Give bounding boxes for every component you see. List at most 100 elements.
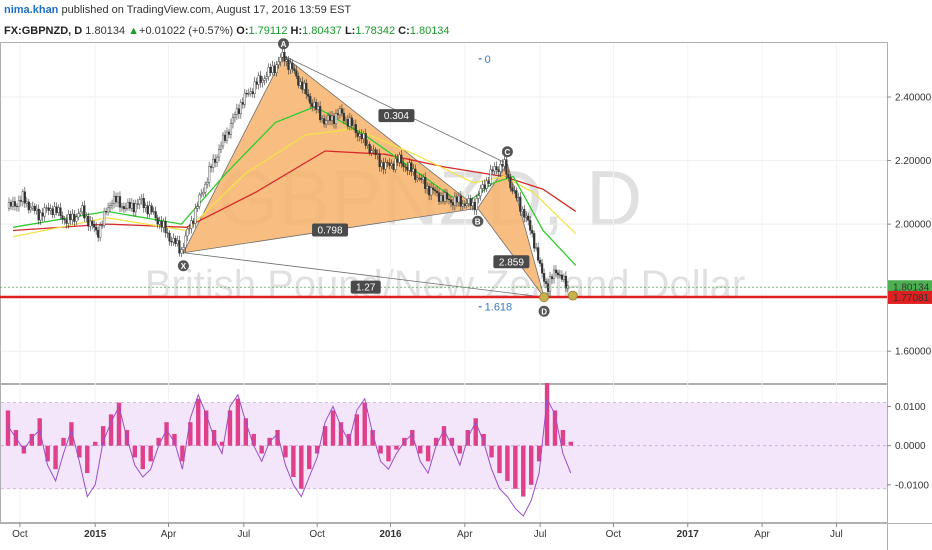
candle-body: [25, 201, 28, 204]
candle-body: [507, 174, 510, 178]
time-tick-label: Jul: [830, 529, 843, 540]
candle-body: [15, 205, 19, 207]
candle-body: [249, 91, 252, 94]
candle-body: [362, 133, 365, 140]
price-axis-ticks: 2.40000 2.20000 2.00000 1.60000: [887, 93, 932, 358]
publish-info: nima.khan published on TradingView.com, …: [4, 4, 351, 16]
candle-body: [271, 65, 274, 74]
candle-body: [75, 216, 78, 222]
time-tick-label: Oct: [12, 529, 28, 540]
candle-body: [309, 96, 312, 104]
candle-body: [511, 187, 514, 192]
candle-body: [390, 163, 393, 166]
oscillator-bar: [61, 437, 66, 446]
oscillator-bar: [497, 445, 502, 474]
oscillator-bar: [362, 402, 367, 446]
candle-body: [233, 114, 237, 118]
candle-body: [253, 81, 256, 95]
candle-body: [422, 177, 425, 180]
candle-body: [259, 75, 262, 83]
candle-body: [332, 115, 336, 124]
candle-body: [527, 215, 530, 221]
candle-body: [354, 124, 357, 134]
candle-body: [128, 201, 131, 209]
candle-body: [523, 209, 526, 218]
candle-body: [380, 162, 383, 167]
oscillator-bar: [100, 426, 106, 446]
candle-body: [7, 202, 11, 209]
candle-body: [85, 216, 88, 219]
pattern-line-cd: [507, 163, 545, 298]
candle-body: [402, 163, 405, 167]
candle-body: [13, 201, 17, 207]
candle-body: [499, 164, 502, 172]
candle-body: [281, 52, 284, 58]
fib-label: 0: [485, 54, 491, 66]
candle-body: [108, 205, 112, 209]
candle-body: [326, 115, 330, 121]
candle-body: [344, 119, 347, 122]
price-tick-label: 2.00000: [895, 220, 932, 231]
candle-body: [158, 220, 161, 225]
candle-body: [475, 198, 478, 211]
candle-body: [469, 198, 472, 207]
candle-body: [400, 154, 403, 164]
candle-body: [374, 149, 377, 155]
ratio-label-bg: [350, 280, 381, 294]
sma-red-line: [12, 150, 577, 232]
candle-body: [560, 274, 564, 280]
time-tick-label: Apr: [161, 529, 177, 540]
candle-body: [457, 195, 460, 203]
price-change: +0.01022 (+0.57%): [139, 25, 234, 37]
candle-body: [148, 205, 151, 215]
oscillator-bar: [338, 422, 344, 446]
candle-body: [182, 247, 185, 250]
candle-body: [412, 168, 415, 172]
candle-body: [388, 162, 391, 166]
oscillator-tick-label: -0.0100: [895, 480, 929, 491]
candle-body: [73, 213, 76, 222]
candle-body: [279, 57, 282, 63]
time-tick-label: Apr: [457, 529, 473, 540]
candle-body: [394, 158, 397, 170]
candle-body: [443, 192, 447, 202]
candle-body: [144, 205, 147, 209]
candle-body: [166, 232, 169, 234]
candle-body: [428, 185, 431, 196]
oscillator-bar: [156, 437, 161, 446]
candle-body: [210, 166, 213, 168]
candle-body: [206, 182, 209, 185]
candle-body: [172, 238, 175, 243]
candle-body: [29, 207, 32, 211]
oscillator-bar: [536, 445, 542, 462]
candle-body: [164, 220, 167, 233]
fib-labels: 0 1.618: [478, 54, 512, 314]
candle-body: [317, 106, 320, 110]
candle-body: [293, 68, 296, 71]
time-tick-label: Oct: [309, 529, 325, 540]
candle-body: [291, 62, 294, 69]
symbol-label: FX:GBPNZD, D: [4, 25, 83, 37]
oscillator-bar: [410, 430, 415, 446]
author-link[interactable]: nima.khan: [4, 4, 59, 16]
candle-body: [184, 235, 187, 248]
candle-body: [315, 101, 318, 110]
time-tick-label: 2016: [379, 529, 402, 540]
candle-body: [285, 59, 288, 62]
pattern-triangle-xab[interactable]: [183, 55, 478, 253]
oscillator-bar: [307, 445, 312, 470]
candle-body: [219, 145, 223, 150]
candle-body: [548, 276, 552, 292]
oscillator-bar: [473, 418, 478, 446]
candle-body: [65, 219, 68, 224]
candle-body: [481, 184, 484, 189]
candle-body: [372, 149, 375, 151]
oscillator-bar: [370, 430, 375, 446]
oscillator-bar: [505, 445, 510, 481]
oscillator-bar: [180, 445, 185, 462]
candle-body: [406, 166, 409, 171]
candle-body: [116, 196, 120, 203]
candle-body: [463, 203, 466, 206]
candle-body: [154, 211, 157, 218]
